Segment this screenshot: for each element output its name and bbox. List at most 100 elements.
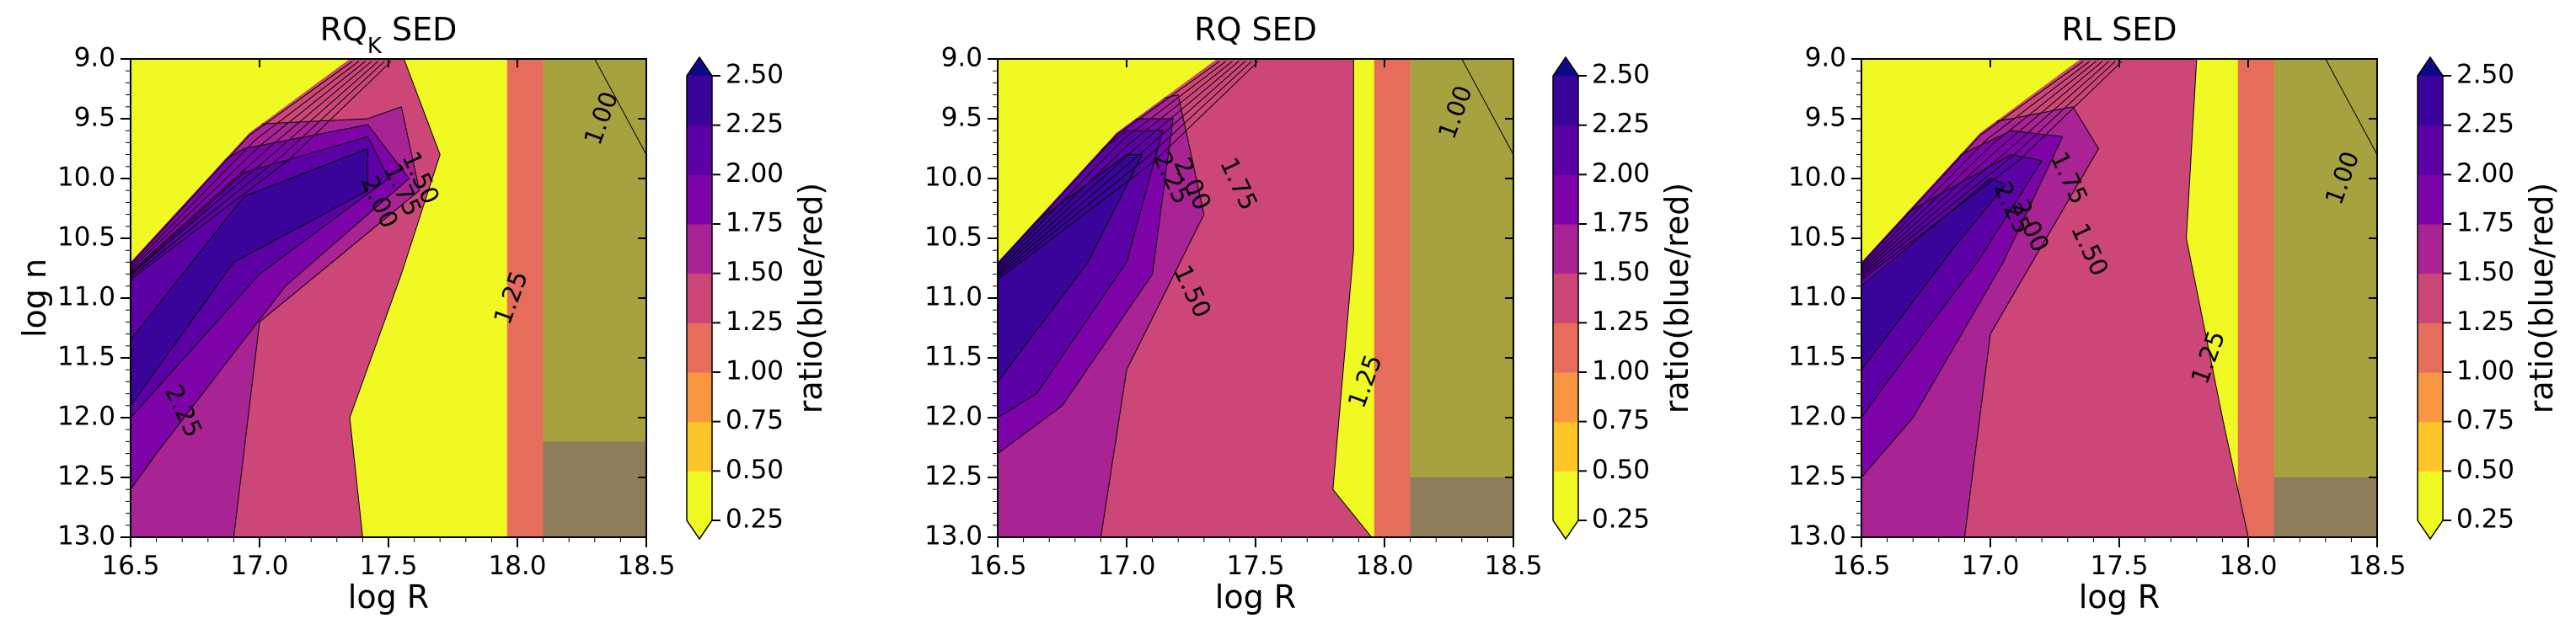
y-tick-label: 9.0: [74, 43, 115, 73]
colorbar-tick-label: 2.00: [1592, 158, 1650, 189]
panel-2-colorbar: 0.25 0.50 0.75 1.00 1.25 1.50 1.75 2.00 2.25 2.50…: [1552, 56, 1695, 541]
colorbar-band: [2418, 125, 2443, 175]
panel-title-subscript: K: [367, 34, 383, 59]
panel-3-field: 1.001.251.501.752.002.25: [1861, 59, 2377, 537]
colorbar-tick-label: 1.00: [726, 356, 784, 386]
y-tick-label: 9.5: [941, 103, 983, 133]
colorbar-band: [687, 224, 712, 275]
colorbar-extend-max: [2418, 57, 2443, 76]
colorbar-tick-label: 1.25: [1592, 307, 1650, 337]
panel-title-main: RL SED: [2061, 11, 2177, 48]
colorbar-tick-label: 1.75: [1592, 208, 1650, 238]
contour-line: [1861, 61, 2091, 268]
colorbar-tick-label: 1.50: [2456, 257, 2514, 287]
colorbar-tick-label: 0.75: [726, 405, 784, 435]
contour-line: [131, 61, 360, 268]
x-tick-label: 17.5: [2090, 551, 2148, 581]
y-tick-label: 9.0: [1805, 43, 1846, 73]
colorbar-tick-label: 2.00: [2456, 158, 2514, 189]
y-tick-label: 10.5: [57, 222, 115, 253]
colorbar-band: [687, 174, 712, 225]
colorbar-tick-label: 1.00: [2456, 356, 2514, 386]
colorbar-tick-label: 2.00: [726, 158, 784, 189]
x-tick-label: 17.5: [1226, 551, 1284, 581]
contour-line: [131, 61, 392, 280]
colorbar-band: [1553, 471, 1578, 521]
contour-line: [998, 61, 1259, 280]
colorbar-tick-label: 0.50: [1592, 455, 1650, 485]
colorbar-band: [687, 125, 712, 175]
x-tick-label: 18.0: [488, 551, 546, 581]
y-tick-label: 13.0: [1788, 521, 1846, 552]
panel-1-field: 1.001.251.501.752.002.25: [131, 59, 646, 537]
colorbar-tick-label: 1.50: [726, 257, 784, 287]
panel-title: RQ SED: [1194, 11, 1317, 48]
colorbar-band: [1553, 273, 1578, 323]
masked-region-upper: [1410, 59, 1513, 537]
field-region-lowest: [998, 59, 1218, 263]
y-tick-label: 12.5: [924, 461, 983, 492]
field-region-gt-2.25: [998, 154, 1143, 383]
panel-1-colorbar: 0.25 0.50 0.75 1.00 1.25 1.50 1.75 2.00 2.25 2.50…: [686, 56, 829, 541]
panel-2-field: 1.001.251.501.752.002.25: [998, 59, 1513, 537]
colorbar-band: [2418, 322, 2443, 373]
colorbar-tick-label: 1.75: [726, 208, 784, 238]
x-tick-label: 16.5: [968, 551, 1026, 581]
y-tick-label: 11.0: [924, 282, 983, 312]
contour-line: [1861, 61, 2123, 280]
panel-3-axes: RL SED 16.5 17.0 17.5 18.0 18.5 9.0 9.5 10.0 10.5…: [1788, 11, 2407, 616]
colorbar-tick-label: 1.25: [2456, 307, 2514, 337]
y-tick-label: 10.5: [1788, 222, 1846, 253]
x-tick-label: 17.0: [230, 551, 288, 581]
colorbar-band: [687, 471, 712, 521]
y-tick-label: 11.5: [57, 342, 115, 372]
masked-region-lower: [543, 441, 646, 537]
panel-1-axes: RQK SED 16.5 17.0 17.5 18.0 18.5 9.0 9.5 10.0 10.…: [16, 11, 676, 616]
y-tick-label: 9.5: [1805, 103, 1846, 133]
panel-title-main: RQ: [320, 11, 367, 48]
colorbar-tick-label: 2.50: [2456, 60, 2514, 90]
colorbar-band: [1553, 125, 1578, 175]
colorbar-band: [687, 372, 712, 423]
colorbar-tick-label: 1.00: [1592, 356, 1650, 386]
colorbar-tick-label: 2.25: [726, 109, 784, 139]
y-tick-label: 11.0: [1788, 282, 1846, 312]
y-tick-label: 13.0: [57, 521, 115, 552]
colorbar-tick-label: 0.25: [726, 504, 784, 535]
panel-title-rest: SED: [382, 11, 457, 48]
colorbar-band: [1553, 421, 1578, 472]
contour-line: [131, 61, 366, 270]
y-tick-label: 10.0: [1788, 163, 1846, 193]
contour-line: [131, 61, 372, 273]
colorbar-band: [687, 322, 712, 373]
x-tick-label: 16.5: [1832, 551, 1890, 581]
x-tick-label: 18.5: [617, 551, 675, 581]
contour-line: [131, 61, 379, 275]
colorbar-band: [687, 421, 712, 472]
y-tick-label: 9.0: [941, 43, 983, 73]
y-tick-label: 12.0: [924, 402, 983, 432]
colorbar-band: [687, 76, 712, 126]
colorbar-band: [2418, 224, 2443, 275]
contour-line: [998, 61, 1252, 278]
contour-line: [998, 61, 1227, 268]
contour-line: [1861, 61, 2110, 275]
colorbar-band: [1553, 76, 1578, 126]
contour-line: [131, 61, 385, 278]
y-axis-label: log n: [16, 259, 53, 338]
x-tick-label: 17.0: [1097, 551, 1155, 581]
colorbar-band: [2418, 174, 2443, 225]
x-tick-label: 17.0: [1961, 551, 2019, 581]
field-region-1.00-1.25: [2237, 59, 2274, 537]
contour-line: [998, 61, 1220, 265]
x-tick-label: 16.5: [101, 551, 159, 581]
contour-line-1.00: [2325, 59, 2377, 155]
y-tick-label: 12.5: [57, 461, 115, 492]
field-region-lowest: [1861, 59, 2081, 263]
field-region-1.00-1.25: [506, 59, 544, 537]
colorbar-extend-min: [687, 520, 712, 539]
colorbar-band: [1553, 174, 1578, 225]
colorbar-label: ratio(blue/red): [1658, 183, 1695, 414]
contour-line: [131, 61, 353, 265]
